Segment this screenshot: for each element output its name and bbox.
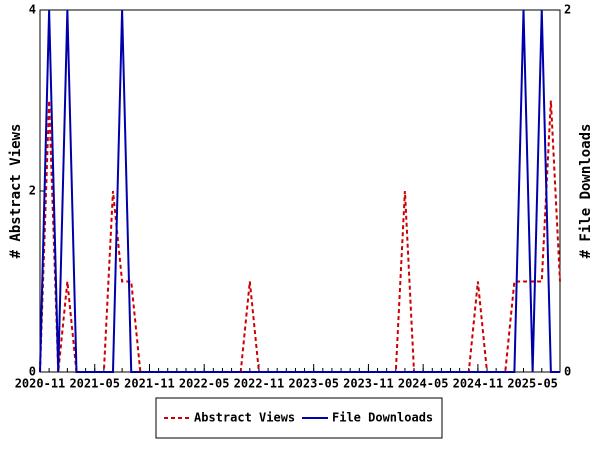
legend-label: File Downloads — [332, 411, 433, 425]
x-tick-label: 2021-05 — [69, 377, 120, 391]
y-tick-label: 4 — [29, 3, 36, 17]
x-tick-label: 2022-05 — [179, 377, 230, 391]
x-tick-label: 2020-11 — [15, 377, 66, 391]
y-axis-label: # Abstract Views — [8, 124, 24, 259]
y2-tick-label: 2 — [564, 3, 571, 17]
series-line — [39, 9, 560, 373]
x-tick-label: 2023-11 — [343, 377, 394, 391]
y2-axis-label: # File Downloads — [578, 124, 594, 259]
x-tick-label: 2024-05 — [398, 377, 449, 391]
x-tick-label: 2021-11 — [124, 377, 175, 391]
y2-tick-label: 0 — [564, 365, 571, 379]
y-tick-label: 0 — [29, 365, 36, 379]
legend — [155, 397, 443, 439]
y-tick-label: 2 — [29, 184, 36, 198]
x-tick-label: 2022-11 — [234, 377, 285, 391]
x-tick-label: 2024-11 — [453, 377, 504, 391]
x-tick-label: 2025-05 — [507, 377, 558, 391]
series-line — [39, 100, 561, 373]
x-tick-label: 2023-05 — [288, 377, 339, 391]
legend-label: Abstract Views — [194, 411, 295, 425]
